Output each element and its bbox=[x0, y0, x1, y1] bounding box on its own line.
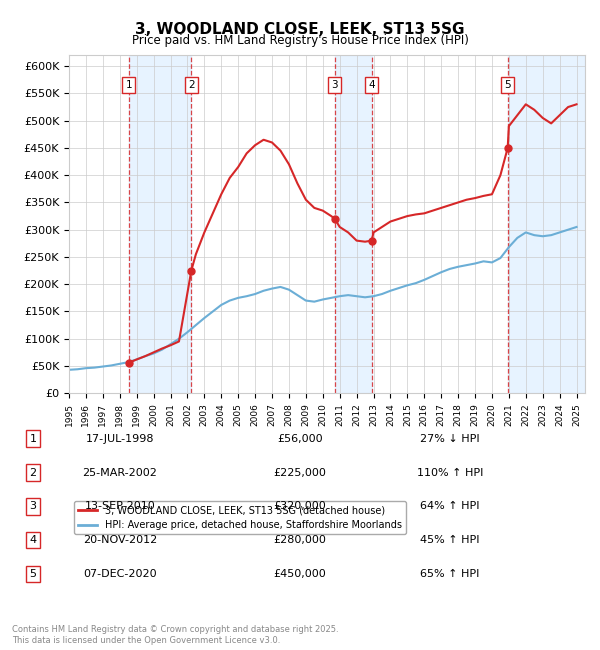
Text: 07-DEC-2020: 07-DEC-2020 bbox=[83, 569, 157, 579]
Legend: 3, WOODLAND CLOSE, LEEK, ST13 5SG (detached house), HPI: Average price, detached: 3, WOODLAND CLOSE, LEEK, ST13 5SG (detac… bbox=[74, 501, 406, 534]
Text: 2: 2 bbox=[29, 467, 37, 478]
Bar bbox=[335, 55, 371, 393]
Bar bbox=[129, 55, 191, 393]
Text: 3: 3 bbox=[29, 501, 37, 512]
Text: 13-SEP-2010: 13-SEP-2010 bbox=[85, 501, 155, 512]
Text: 1: 1 bbox=[125, 80, 132, 90]
Text: 4: 4 bbox=[368, 80, 375, 90]
Text: 17-JUL-1998: 17-JUL-1998 bbox=[86, 434, 154, 444]
Text: 25-MAR-2002: 25-MAR-2002 bbox=[83, 467, 157, 478]
Text: 64% ↑ HPI: 64% ↑ HPI bbox=[420, 501, 480, 512]
Text: £225,000: £225,000 bbox=[274, 467, 326, 478]
Text: 65% ↑ HPI: 65% ↑ HPI bbox=[421, 569, 479, 579]
Bar bbox=[508, 55, 585, 393]
Text: 3: 3 bbox=[331, 80, 338, 90]
Text: £56,000: £56,000 bbox=[277, 434, 323, 444]
Text: 5: 5 bbox=[29, 569, 37, 579]
Text: 5: 5 bbox=[505, 80, 511, 90]
Text: Price paid vs. HM Land Registry's House Price Index (HPI): Price paid vs. HM Land Registry's House … bbox=[131, 34, 469, 47]
Text: 4: 4 bbox=[29, 535, 37, 545]
Text: Contains HM Land Registry data © Crown copyright and database right 2025.
This d: Contains HM Land Registry data © Crown c… bbox=[12, 625, 338, 645]
Text: 45% ↑ HPI: 45% ↑ HPI bbox=[420, 535, 480, 545]
Text: 3, WOODLAND CLOSE, LEEK, ST13 5SG: 3, WOODLAND CLOSE, LEEK, ST13 5SG bbox=[135, 22, 465, 37]
Text: 1: 1 bbox=[29, 434, 37, 444]
Text: 20-NOV-2012: 20-NOV-2012 bbox=[83, 535, 157, 545]
Text: £450,000: £450,000 bbox=[274, 569, 326, 579]
Text: 110% ↑ HPI: 110% ↑ HPI bbox=[417, 467, 483, 478]
Text: £320,000: £320,000 bbox=[274, 501, 326, 512]
Text: 2: 2 bbox=[188, 80, 194, 90]
Text: 27% ↓ HPI: 27% ↓ HPI bbox=[420, 434, 480, 444]
Text: £280,000: £280,000 bbox=[274, 535, 326, 545]
